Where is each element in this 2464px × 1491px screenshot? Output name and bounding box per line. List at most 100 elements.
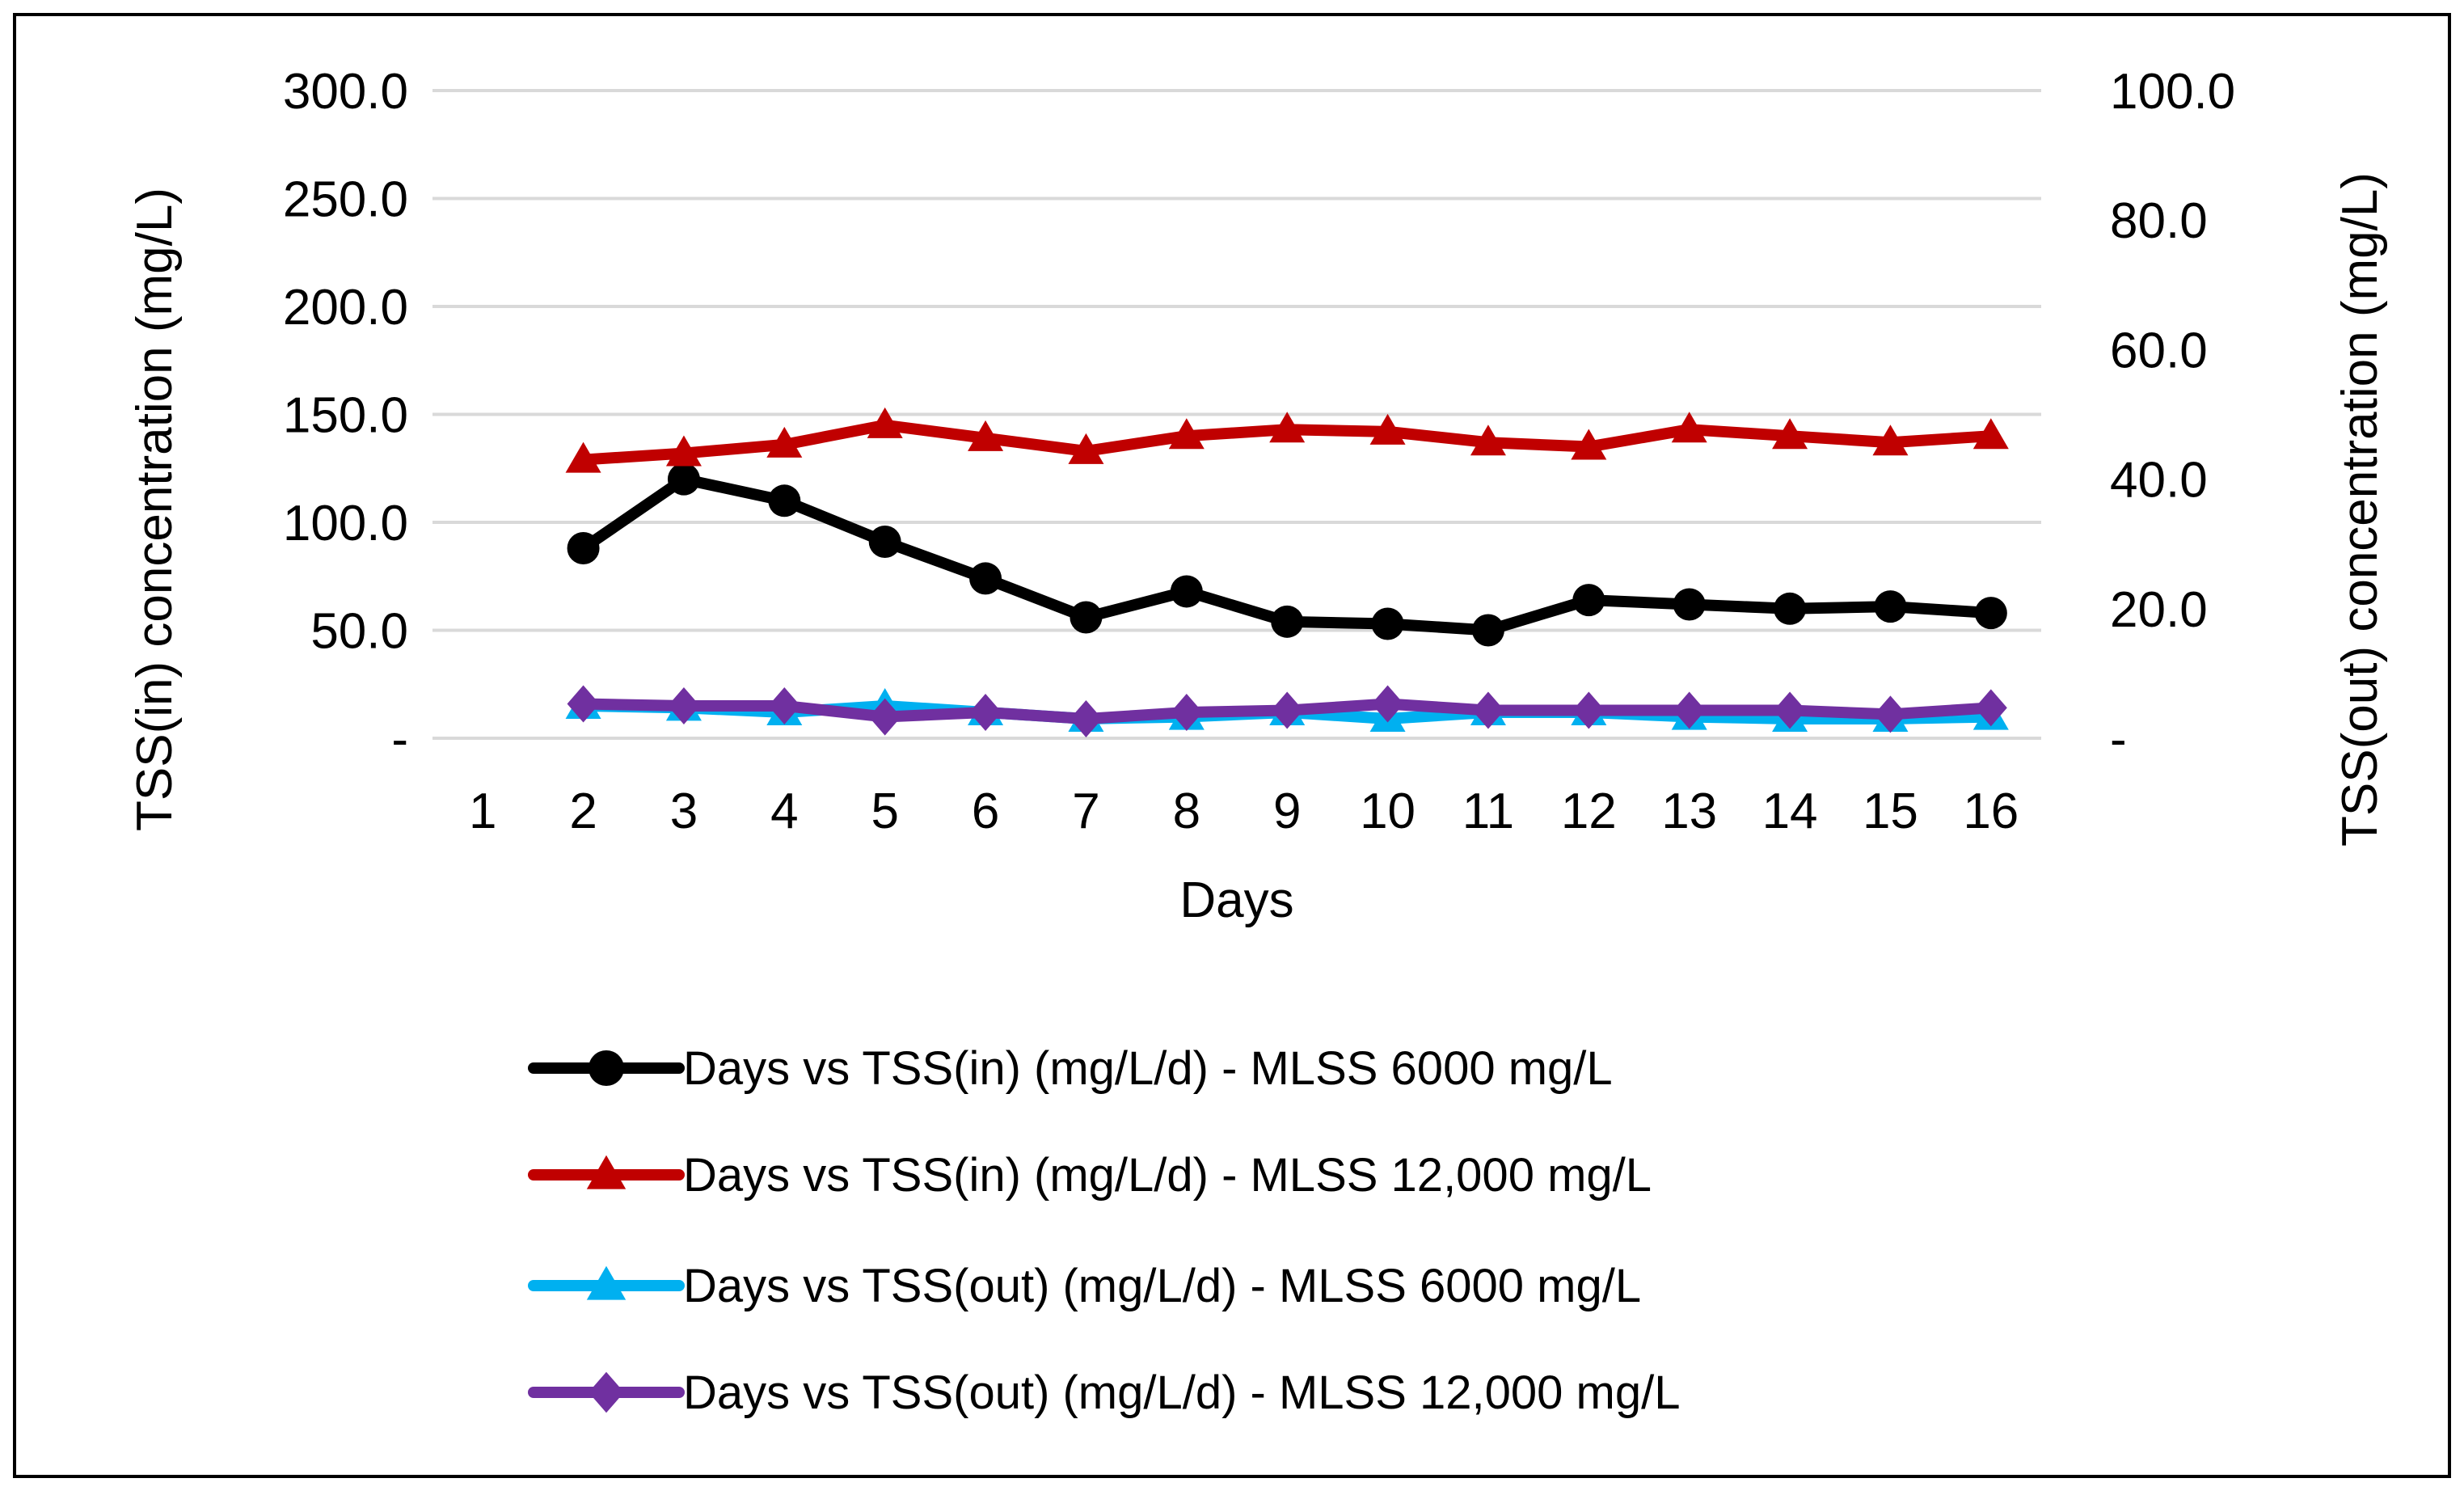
x-tick-label: 7 [1072, 784, 1099, 839]
series-1-point [1371, 607, 1404, 640]
left-tick-label: - [391, 712, 408, 767]
series-2-point [1269, 412, 1306, 443]
left-tick-label: 100.0 [283, 496, 408, 551]
left-tick-label: 250.0 [283, 172, 408, 228]
x-tick-label: 5 [871, 784, 898, 839]
series-4-point [1572, 691, 1605, 729]
series-2-point [1470, 424, 1506, 456]
x-tick-label: 13 [1661, 784, 1717, 839]
chart-border [13, 13, 2451, 1478]
left-axis-ticks: - 50.0 100.0 150.0 200.0 250.0 300.0 [283, 64, 408, 767]
x-tick-label: 11 [1462, 784, 1514, 839]
gridlines [432, 89, 2041, 740]
series-2-point [1671, 412, 1707, 443]
series-1-point [868, 526, 901, 559]
series-1-point [1572, 584, 1605, 617]
series-1-point [1673, 588, 1706, 621]
left-tick-label: 50.0 [310, 604, 408, 660]
left-tick-label: 300.0 [283, 64, 408, 120]
legend-label: Days vs TSS(in) (mg/L/d) - MLSS 6000 mg/… [683, 1042, 1613, 1095]
right-tick-label: 20.0 [2110, 582, 2208, 638]
series-4-point [868, 698, 901, 736]
legend-swatch-marker [589, 1371, 624, 1413]
x-axis-ticks: 1 2 3 4 5 6 7 8 9 10 11 12 13 14 15 16 [469, 784, 2019, 839]
legend-item-3: Days vs TSS(out) (mg/L/d) - MLSS 6000 mg… [528, 1260, 1641, 1312]
right-axis-ticks: - 20.0 40.0 60.0 80.0 100.0 [2110, 64, 2235, 767]
series-2 [565, 407, 2009, 473]
x-tick-label: 4 [770, 784, 798, 839]
right-tick-label: 40.0 [2110, 453, 2208, 509]
x-tick-label: 9 [1273, 784, 1301, 839]
series-4-point [567, 685, 600, 723]
legend-label: Days vs TSS(out) (mg/L/d) - MLSS 12,000 … [683, 1366, 1681, 1419]
left-tick-label: 200.0 [283, 280, 408, 336]
x-tick-label: 14 [1762, 784, 1818, 839]
series-1-point [567, 532, 600, 565]
series-4-point [768, 686, 801, 724]
series-4-point [1371, 685, 1404, 723]
legend-swatch-marker [586, 1265, 627, 1300]
x-axis-title: Days [1179, 872, 1293, 928]
legend-label: Days vs TSS(out) (mg/L/d) - MLSS 6000 mg… [683, 1260, 1641, 1312]
left-tick-label: 150.0 [283, 388, 408, 444]
x-tick-label: 16 [1963, 784, 2019, 839]
right-tick-label: 60.0 [2110, 323, 2208, 378]
series-2-point [1772, 418, 1808, 450]
series-1-point [1874, 590, 1907, 623]
series-1 [567, 463, 2007, 647]
series-1-point [768, 484, 801, 517]
series-1-point [1271, 605, 1304, 638]
series-2-point [1369, 413, 1406, 445]
series-4-point [1974, 689, 2007, 727]
right-tick-label: 80.0 [2110, 193, 2208, 249]
right-tick-label: 100.0 [2110, 64, 2235, 120]
left-axis-title: TSS(in) concentration (mg/L) [127, 188, 183, 831]
legend-swatch-marker [589, 1050, 624, 1086]
series-1-point [969, 562, 1002, 595]
series-2-point [1068, 433, 1104, 464]
series-1-point [667, 463, 700, 496]
series-2-point [1872, 424, 1909, 456]
series-2-point [867, 407, 903, 438]
series-2-point [665, 435, 702, 467]
legend: Days vs TSS(in) (mg/L/d) - MLSS 6000 mg/… [528, 1042, 1681, 1419]
series-4-point [969, 693, 1002, 731]
series-2-point [1168, 418, 1205, 450]
series-4-point [667, 686, 700, 724]
series-1-point [1170, 575, 1203, 608]
x-tick-label: 3 [670, 784, 698, 839]
series-4-point [1070, 699, 1103, 737]
x-tick-label: 12 [1561, 784, 1617, 839]
series-4-point [1774, 691, 1807, 729]
series-2-point [968, 420, 1004, 451]
series-4 [567, 685, 2007, 737]
x-tick-label: 2 [569, 784, 597, 839]
x-tick-label: 1 [469, 784, 496, 839]
series-4-point [1874, 695, 1907, 733]
x-tick-label: 6 [972, 784, 999, 839]
legend-item-1: Days vs TSS(in) (mg/L/d) - MLSS 6000 mg/… [528, 1042, 1613, 1095]
series-1-point [1070, 601, 1103, 634]
right-tick-label: - [2110, 712, 2127, 767]
legend-swatch-marker [586, 1155, 627, 1189]
x-tick-label: 15 [1863, 784, 1918, 839]
series-4-point [1170, 693, 1203, 731]
legend-item-4: Days vs TSS(out) (mg/L/d) - MLSS 12,000 … [528, 1366, 1681, 1419]
x-tick-label: 8 [1173, 784, 1200, 839]
series-4-point [1471, 691, 1504, 729]
series-2-point [1571, 429, 1607, 460]
series-2-point [565, 441, 601, 473]
series-1-point [1974, 597, 2007, 630]
series-2-point [1972, 418, 2009, 450]
legend-label: Days vs TSS(in) (mg/L/d) - MLSS 12,000 m… [683, 1149, 1652, 1202]
series-1-point [1471, 614, 1504, 647]
legend-item-2: Days vs TSS(in) (mg/L/d) - MLSS 12,000 m… [528, 1149, 1652, 1202]
series-4-point [1673, 691, 1706, 729]
series-4-point [1271, 691, 1304, 729]
series-layer [565, 407, 2009, 737]
series-2-point [766, 426, 803, 458]
x-tick-label: 10 [1360, 784, 1416, 839]
right-axis-title: TSS(out) concentration (mg/L) [2332, 172, 2388, 847]
series-1-point [1774, 592, 1807, 625]
